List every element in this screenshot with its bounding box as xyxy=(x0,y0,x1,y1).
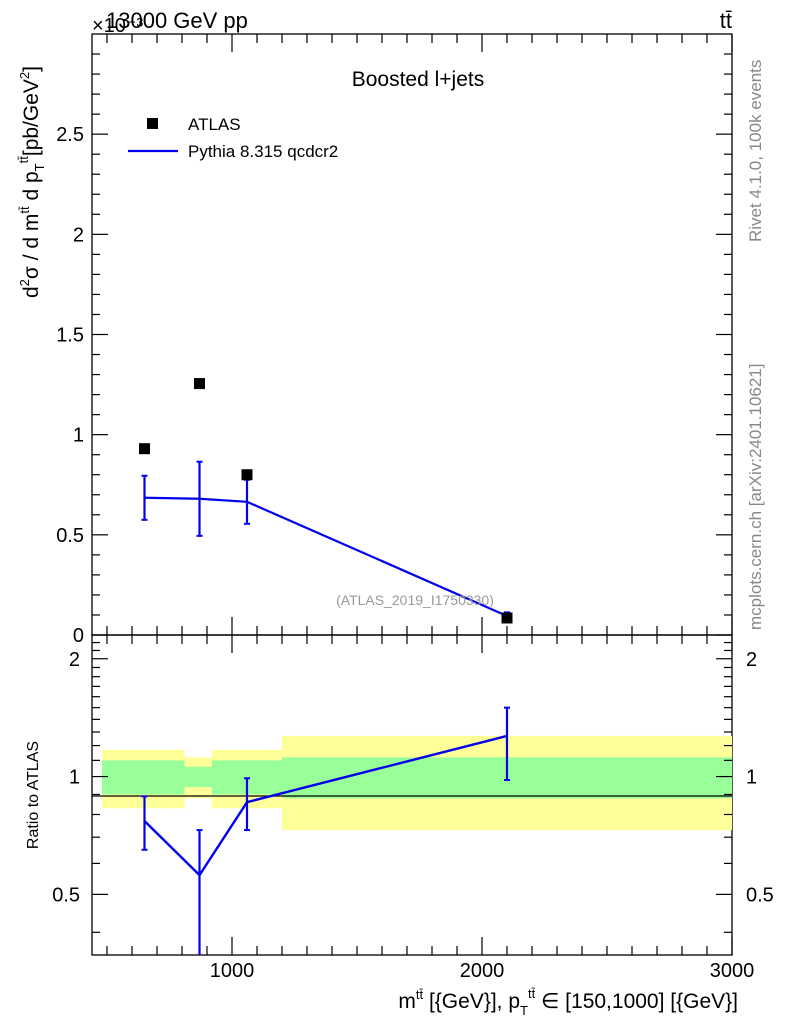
ylabel-tt1: tt̄ xyxy=(17,206,32,214)
lower-y-tick-label-left: 2 xyxy=(69,649,80,671)
lower-y-tick-label-right: 0.5 xyxy=(746,884,774,906)
ylabel-sup2: 2 xyxy=(17,279,32,286)
upper-y-tick-label: 0 xyxy=(73,625,84,647)
svg-text:d2σ / d mtt̄ d pTtt̄[pb/GeV2]: d2σ / d mtt̄ d pTtt̄[pb/GeV2] xyxy=(16,66,47,298)
rivet-label: Rivet 4.1.0, 100k events xyxy=(746,59,765,242)
xlabel-end: ∈ [150,1000] [{GeV}] xyxy=(535,990,738,1013)
lower-y-tick-label-right: 1 xyxy=(746,767,757,789)
analysis-title: Boosted l+jets xyxy=(352,68,485,91)
upper-y-tick-label: 1 xyxy=(73,425,84,447)
upper-y-axis-label: d2σ / d mtt̄ d pTtt̄[pb/GeV2] xyxy=(16,66,47,298)
lower-y-tick-label-right: 2 xyxy=(746,649,757,671)
atlas-data-point xyxy=(241,469,253,481)
lower-y-ticks: 0.5 0.5 1 1 2 2 xyxy=(52,641,774,933)
atlas-data-point xyxy=(139,443,150,455)
upper-data-marks xyxy=(139,378,513,624)
ratio-uncertainty-bands xyxy=(102,735,732,831)
ylabel-dp: d p xyxy=(20,171,43,206)
x-axis-label: mtt̄ [{GeV}], pTtt̄ ∈ [150,1000] [{GeV}] xyxy=(398,986,738,1018)
legend-data-marker xyxy=(147,118,158,129)
upper-y-tick-label: 1.5 xyxy=(56,325,84,347)
legend-mc-label: Pythia 8.315 qcdcr2 xyxy=(188,142,338,161)
xlabel-tt1: tt̄ xyxy=(416,987,424,1002)
xlabel-T: T xyxy=(520,1003,528,1018)
atlas-data-point xyxy=(194,378,205,390)
ylabel-d: d xyxy=(20,286,43,298)
xlabel-tt2: tt̄ xyxy=(528,986,536,1001)
atlas-data-point xyxy=(501,612,513,624)
ylabel-tt2: tt̄ xyxy=(16,156,31,164)
x-tick-label: 2000 xyxy=(460,960,505,982)
legend-data-label: ATLAS xyxy=(188,115,241,134)
ylabel-unit-sup: 2 xyxy=(17,72,32,79)
xlabel-mid: [{GeV}], p xyxy=(423,990,520,1013)
site-label: mcplots.cern.ch [arXiv:2401.10621] xyxy=(746,363,765,630)
upper-y-tick-label: 2 xyxy=(73,224,84,246)
lower-y-axis-label: Ratio to ATLAS xyxy=(25,741,42,849)
x-tick-label: 1000 xyxy=(210,960,255,982)
xlabel-m: m xyxy=(398,990,416,1013)
ratio-band-stat xyxy=(184,766,212,788)
ratio-band-stat xyxy=(102,760,185,795)
beam-label: 13000 GeV pp xyxy=(106,8,248,33)
upper-y-tick-label: 0.5 xyxy=(56,525,84,547)
lower-y-tick-label-left: 0.5 xyxy=(52,884,80,906)
x-tick-label: 3000 xyxy=(710,960,755,982)
ylabel-unit: [pb/GeV xyxy=(20,79,43,156)
mc-line xyxy=(144,496,508,617)
upper-y-tick-label: 2.5 xyxy=(56,124,84,146)
process-label: tt̄ xyxy=(720,8,732,33)
ylabel-sigma: σ / d m xyxy=(20,214,43,279)
exponent-label: ×10⁻³ xyxy=(92,15,143,37)
ylabel-T: T xyxy=(32,163,47,171)
analysis-id: (ATLAS_2019_I1750330) xyxy=(336,592,494,608)
x-ticks: 1000 2000 3000 xyxy=(106,34,755,982)
ylabel-unit-close: ] xyxy=(20,66,43,72)
lower-y-tick-label-left: 1 xyxy=(69,767,80,789)
mc-ratio-line xyxy=(143,734,508,878)
lower-ratio-marks xyxy=(141,706,510,955)
upper-y-ticks: 0 0.5 1 1.5 2 2.5 xyxy=(56,53,732,647)
